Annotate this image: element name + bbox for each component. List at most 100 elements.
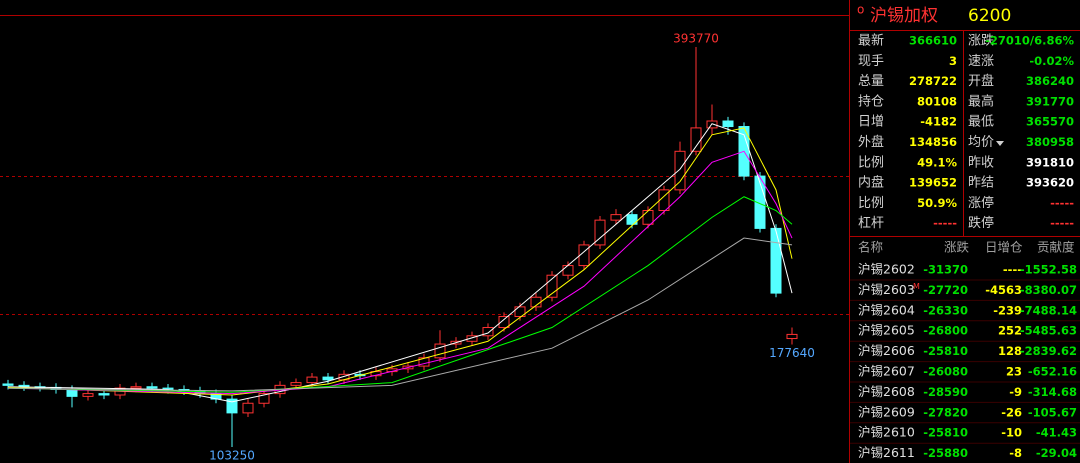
stat-value: -27010/6.86% [985, 34, 1074, 48]
stat-label: 现手 [858, 54, 884, 69]
stat-value: 49.1% [917, 155, 957, 169]
moving-average [7, 237, 793, 392]
cell: -29.04 [1036, 446, 1077, 460]
column-header: 日增仓 [985, 240, 1023, 255]
candle-body [754, 175, 766, 229]
candle-body [610, 214, 622, 221]
cell: 沪锡2603 [858, 282, 915, 297]
candle-body [82, 393, 94, 397]
candle-body [658, 189, 670, 212]
cell: 沪锡2609 [858, 404, 915, 419]
stat-label: 涨跌 [968, 33, 994, 49]
candle-body [770, 227, 782, 294]
candle-body [690, 127, 702, 152]
cell: ---- [1003, 263, 1022, 277]
candle-body [562, 265, 574, 276]
stat-label: 最低 [968, 115, 994, 130]
stat-label: 最新 [858, 33, 884, 49]
moving-average [7, 123, 793, 403]
candle-body [594, 219, 606, 246]
cell: -31370 [923, 263, 968, 277]
cell: -27820 [923, 405, 968, 419]
cell: -7488.14 [1020, 303, 1077, 317]
cell: -28590 [923, 385, 968, 399]
stat-value: 365570 [1026, 115, 1074, 129]
cell: -239 [993, 303, 1022, 317]
stat-value: 139652 [909, 176, 957, 190]
candle-body [626, 214, 638, 225]
stat-label: 持仓 [858, 94, 884, 109]
cell: -9 [1009, 385, 1022, 399]
cell: -2839.62 [1020, 344, 1077, 358]
column-header: 名称 [858, 240, 883, 255]
cell: -1552.58 [1020, 263, 1077, 277]
stat-label: 外盘 [858, 134, 884, 150]
candle-body [514, 306, 526, 318]
stat-label: 比例 [858, 155, 884, 170]
stat-value: ----- [933, 216, 957, 230]
window-marker: o [857, 3, 864, 17]
stat-label: 比例 [858, 196, 884, 211]
low-label: 177640 [769, 346, 815, 360]
low-label: 103250 [209, 448, 255, 462]
stat-label: 内盘 [858, 175, 884, 191]
stat-label: 总量 [858, 74, 884, 89]
stat-value: -4182 [920, 115, 957, 129]
symbol-name: 沪锡加权 [870, 6, 938, 26]
stat-label: 昨结 [968, 176, 994, 191]
candle-body [306, 376, 318, 384]
stat-label: 速涨 [968, 54, 994, 69]
candle-body [66, 388, 78, 397]
candle-body [786, 333, 798, 340]
column-header: 涨跌 [944, 240, 970, 255]
cell: -27720 [923, 283, 968, 297]
stat-label: 最高 [968, 93, 994, 109]
candle-body [242, 402, 254, 414]
candle-body [466, 335, 478, 342]
cell: -10 [1001, 426, 1022, 440]
candle-body [226, 398, 238, 414]
contract-marker: M [913, 282, 920, 291]
candle-body [2, 383, 14, 386]
candle-body [482, 327, 494, 337]
cell: -105.67 [1028, 405, 1077, 419]
high-label: 393770 [673, 31, 719, 45]
stat-label: 开盘 [968, 73, 994, 89]
stat-value: 50.9% [917, 196, 957, 210]
candle-body [98, 393, 110, 396]
stat-label: 杠杆 [858, 215, 884, 231]
stat-value: ----- [1050, 216, 1074, 230]
cell: 128 [998, 344, 1022, 358]
cell: 沪锡2605 [858, 323, 915, 338]
candle-body [578, 244, 590, 267]
candle-body [546, 274, 558, 298]
cell: -25880 [923, 446, 968, 460]
stat-value: 393620 [1026, 176, 1074, 190]
cell: 沪锡2607 [858, 364, 915, 379]
stat-value: 80108 [917, 94, 957, 108]
stat-value: 3 [949, 54, 957, 68]
cell: -314.68 [1028, 385, 1077, 399]
dropdown-arrow [996, 141, 1004, 146]
stat-value: 386240 [1026, 74, 1074, 88]
stat-label: 跌停 [968, 215, 994, 231]
cell: -8 [1009, 446, 1022, 460]
stat-value: 391810 [1026, 155, 1074, 169]
cell: -25810 [923, 344, 968, 358]
stat-value: -0.02% [1029, 54, 1074, 68]
cell: -26080 [923, 365, 968, 379]
stat-label: 涨停 [968, 195, 994, 211]
cell: -26 [1001, 405, 1022, 419]
cell: 沪锡2604 [858, 302, 915, 317]
candle-body [258, 393, 270, 404]
cell: 23 [1006, 365, 1022, 379]
candle-body [674, 150, 686, 191]
cell: -26330 [923, 303, 968, 317]
cell: 沪锡2608 [858, 384, 915, 399]
stat-label: 日增 [858, 115, 884, 130]
symbol-code: 6200 [968, 6, 1011, 26]
cell: 沪锡2610 [858, 425, 915, 440]
cell: 沪锡2606 [858, 343, 915, 358]
